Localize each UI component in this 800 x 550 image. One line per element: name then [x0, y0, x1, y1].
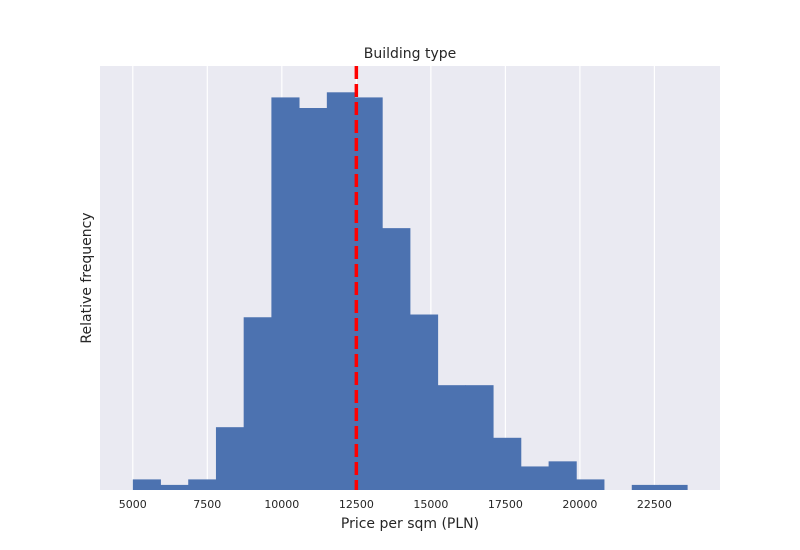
x-axis-label: Price per sqm (PLN) [341, 516, 479, 532]
histogram-bar [631, 484, 660, 490]
histogram-bar [659, 484, 688, 490]
histogram-bar [465, 385, 494, 490]
x-tick-label: 12500 [339, 498, 374, 511]
histogram-bar [132, 479, 161, 490]
chart-title: Building type [364, 46, 457, 62]
histogram-bar [215, 427, 245, 490]
histogram-bar [326, 92, 355, 490]
x-tick-label: 7500 [193, 498, 221, 511]
histogram-bar [493, 437, 522, 490]
histogram-bar [160, 484, 189, 490]
x-tick-label: 17500 [488, 498, 523, 511]
y-axis-label: Relative frequency [79, 212, 95, 343]
x-tick-label: 20000 [562, 498, 597, 511]
histogram-bar [437, 385, 466, 490]
histogram-bar [576, 479, 605, 490]
x-axis-ticks: 5000 7500 10000 12500 15000 17500 20000 22500 [119, 498, 672, 511]
x-tick-label: 15000 [413, 498, 448, 511]
histogram-bar [243, 317, 272, 490]
histogram-bar [271, 97, 300, 490]
histogram-bar [548, 461, 577, 490]
histogram-bar [410, 314, 439, 490]
histogram-bar [354, 97, 383, 490]
histogram-bar [188, 479, 217, 490]
histogram-bars [132, 92, 688, 490]
x-tick-label: 10000 [264, 498, 299, 511]
x-tick-label: 5000 [119, 498, 147, 511]
x-tick-label: 22500 [637, 498, 672, 511]
histogram-bar [520, 466, 550, 490]
histogram-bar [382, 228, 411, 490]
histogram-bar [299, 108, 328, 490]
